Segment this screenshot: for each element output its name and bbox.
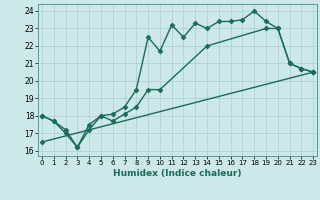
X-axis label: Humidex (Indice chaleur): Humidex (Indice chaleur): [113, 169, 242, 178]
